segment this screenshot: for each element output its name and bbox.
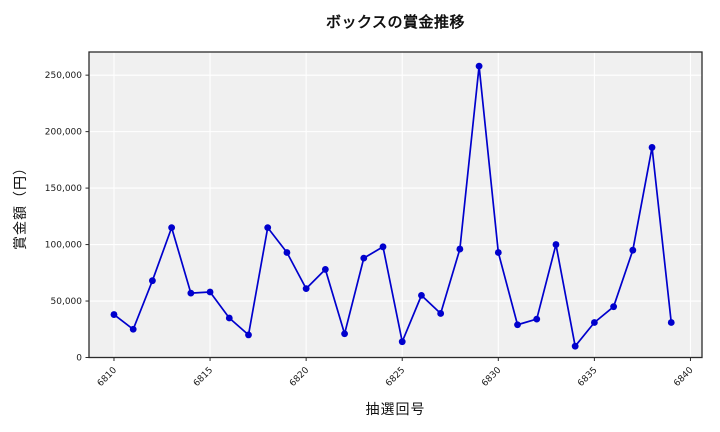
y-tick-label: 200,000 [45,128,82,138]
data-point [437,310,445,317]
data-point [341,330,348,338]
data-point [187,289,195,297]
data-point [302,285,310,293]
y-tick-label: 150,000 [45,184,82,194]
data-point [494,249,502,256]
data-point [398,338,406,346]
plot-border [88,51,703,359]
data-point [552,241,560,248]
x-tick-label: 6815 [192,366,215,389]
data-point [456,245,464,253]
x-tick-label: 6830 [480,365,503,388]
data-point [590,319,598,326]
data-point [533,315,541,323]
data-point [571,342,579,350]
x-axis-label: 抽選回号 [365,402,426,418]
data-point [264,224,272,232]
y-tick-label: 250,000 [45,71,82,81]
y-tick-label: 100,000 [45,241,82,251]
data-point [110,311,118,318]
data-point [360,254,368,262]
x-tick-label: 6825 [384,366,407,389]
x-tick-label: 6835 [576,366,599,389]
y-tick-label: 0 [76,354,82,364]
data-point [629,246,637,254]
data-point [206,288,214,296]
data-point [168,224,176,232]
data-point [418,291,425,299]
data-point [610,303,618,311]
data-point [475,62,483,70]
data-point [648,144,656,151]
data-point [129,325,137,333]
chart-title: ボックスの賞金推移 [325,13,466,31]
x-tick-label: 6810 [96,365,119,388]
data-point [149,277,156,285]
data-point [667,319,675,326]
data-point [514,321,521,329]
data-point [283,249,291,256]
data-point [321,266,329,273]
data-point [225,314,233,322]
y-tick-label: 50,000 [51,297,83,307]
data-point [379,243,387,251]
x-tick-label: 6820 [288,365,311,388]
data-point [245,331,252,339]
x-tick-label: 6840 [672,365,695,388]
